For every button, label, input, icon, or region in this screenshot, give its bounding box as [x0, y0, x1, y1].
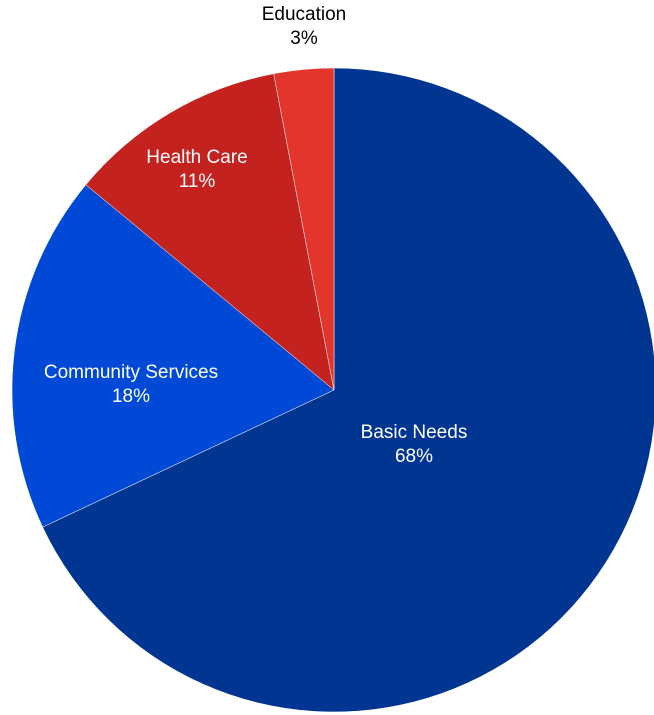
pie-labels: Basic Needs 68% Community Services 18% Healt…: [44, 4, 467, 467]
slice-label-basic-needs: Basic Needs: [361, 422, 468, 443]
slice-value-label-basic-needs: 68%: [395, 446, 433, 467]
pie-slices: [11, 67, 654, 713]
pie-slice-community-services: [11, 184, 335, 528]
pie-slice-basic-needs: [42, 67, 654, 713]
slice-value-label-community-services: 18%: [112, 386, 150, 407]
slice-label-community-services: Community Services: [44, 362, 218, 383]
slice-value-label-education: 3%: [290, 28, 318, 49]
pie-slice-education: [273, 67, 335, 391]
slice-label-education: Education: [262, 4, 347, 25]
slice-label-health-care: Health Care: [146, 147, 247, 168]
slice-value-label-health-care: 11%: [179, 171, 216, 192]
pie-slice-health-care: [85, 73, 335, 391]
